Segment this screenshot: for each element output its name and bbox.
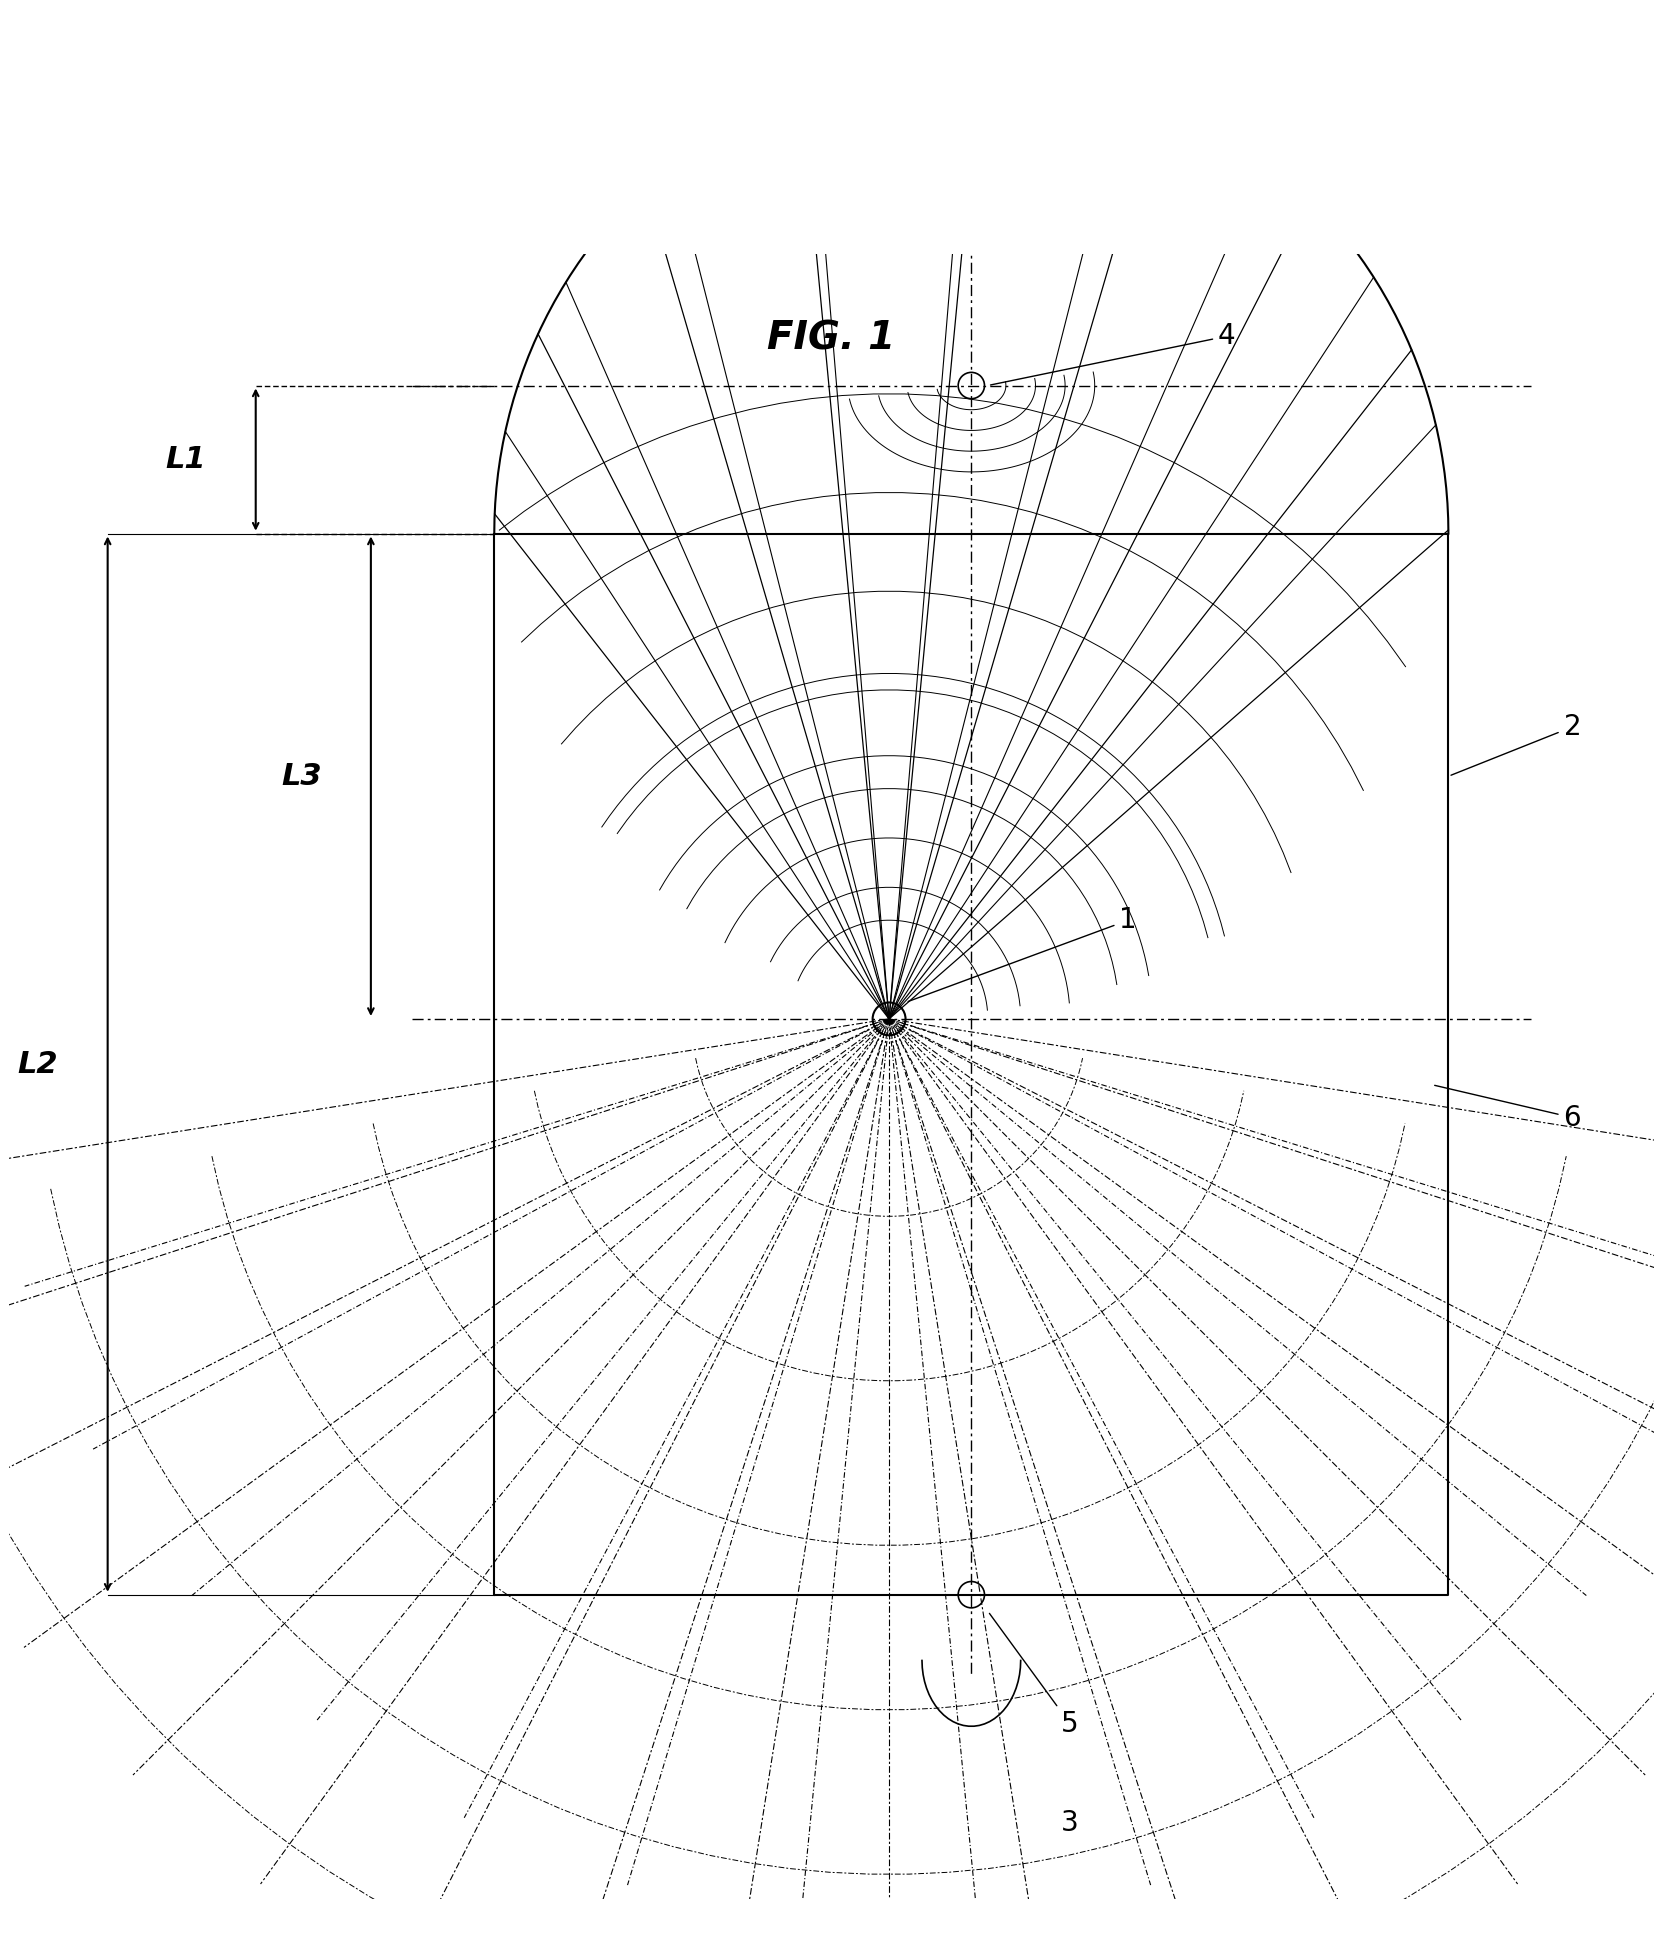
Text: FIG. 1: FIG. 1 [767,319,895,358]
Text: L1: L1 [166,444,206,474]
Text: 3: 3 [1061,1808,1080,1836]
Text: L3: L3 [281,761,322,791]
Text: 6: 6 [1435,1086,1581,1131]
Text: 4: 4 [990,323,1236,386]
Text: L2: L2 [18,1049,58,1078]
Text: 1: 1 [909,906,1138,1002]
Text: 5: 5 [990,1613,1080,1738]
Text: 2: 2 [1452,712,1581,775]
